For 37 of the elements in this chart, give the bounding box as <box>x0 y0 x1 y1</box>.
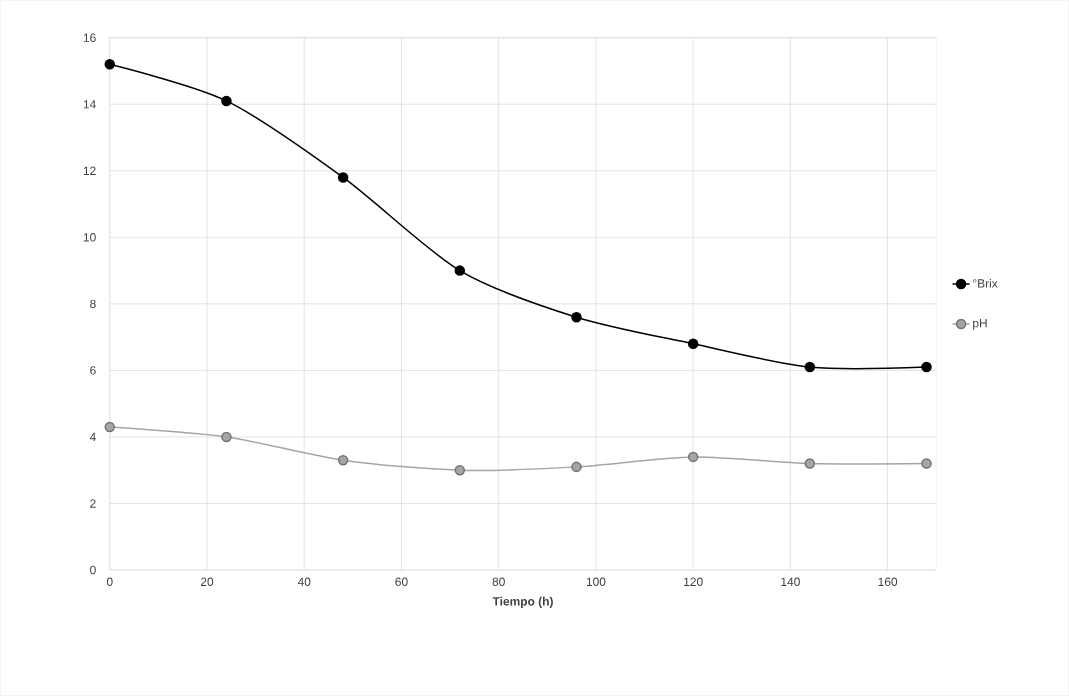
point <box>221 95 232 107</box>
y-tick-label: 8 <box>90 299 96 309</box>
x-tick-label: 140 <box>781 577 800 587</box>
x-tick-label: 60 <box>395 577 408 587</box>
y-tick-label: 6 <box>90 366 96 375</box>
point <box>104 59 116 70</box>
y-tick-label: 12 <box>83 166 96 176</box>
point <box>804 361 816 373</box>
point <box>337 455 349 466</box>
x-tick-label: 160 <box>878 577 898 587</box>
x-tick-label: 80 <box>492 577 505 587</box>
point <box>804 458 816 469</box>
y-tick-label: 14 <box>83 100 96 109</box>
point <box>921 458 932 469</box>
point <box>454 465 466 476</box>
x-tick-label: 20 <box>200 577 214 587</box>
point <box>571 461 582 473</box>
y-tick-label: 4 <box>89 432 96 442</box>
legend-label: pH <box>973 319 987 330</box>
x-tick-label: 100 <box>586 577 606 587</box>
y-tick-label: 2 <box>90 499 96 508</box>
y-tick-label: 0 <box>90 565 96 575</box>
y-tick-label: 10 <box>83 233 96 242</box>
point <box>687 451 699 463</box>
x-axis-title: Tiempo (h) <box>492 596 553 609</box>
point <box>454 265 466 276</box>
x-tick-label: 0 <box>106 577 113 587</box>
legend-label: °Brix <box>973 279 998 288</box>
point <box>104 421 116 433</box>
point <box>687 338 699 350</box>
point <box>921 361 932 373</box>
point <box>337 172 349 183</box>
x-tick-label: 120 <box>684 577 703 587</box>
point <box>571 312 582 323</box>
point <box>221 431 232 443</box>
y-tick-label: 16 <box>83 33 96 43</box>
x-tick-label: 40 <box>297 577 311 587</box>
